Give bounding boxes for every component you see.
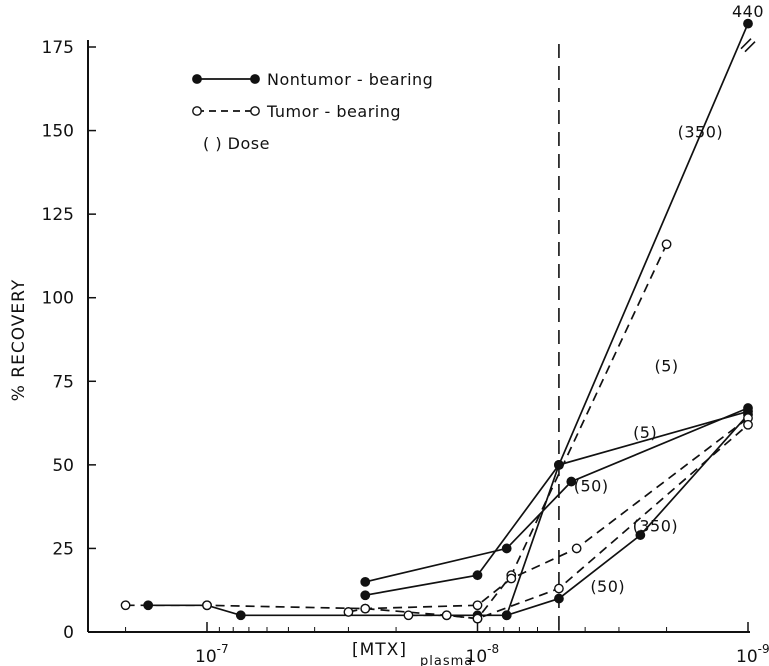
data-point — [661, 239, 672, 250]
legend-marker — [192, 74, 202, 84]
series-line-tumor-350 — [408, 424, 749, 620]
data-point — [743, 419, 753, 430]
series-line-tumor-5 — [125, 243, 668, 620]
legend-label: ( ) Dose — [203, 134, 270, 153]
data-point — [343, 607, 354, 617]
data-point — [554, 583, 564, 594]
data-point — [472, 570, 483, 581]
data-point — [501, 543, 512, 554]
series-line-tumor-50 — [348, 417, 749, 613]
annotations: 440 (350) (5) (5) (50) (350) (50) — [574, 2, 764, 596]
series-line-nontumor-50 — [506, 414, 749, 617]
data-point — [566, 476, 577, 487]
data-point — [554, 593, 564, 604]
x-tick-label: 10-7 — [195, 642, 229, 666]
y-tick-label: 75 — [52, 372, 74, 392]
y-axis-title: % RECOVERY — [9, 279, 29, 402]
data-point — [472, 613, 483, 624]
y-tick-label: 100 — [42, 289, 74, 309]
series-line-nontumor-50 — [365, 410, 749, 597]
legend-marker — [250, 74, 260, 84]
axis-break-mark — [744, 41, 756, 53]
dose-annotation: (50) — [590, 577, 625, 596]
legend-label: Nontumor - bearing — [267, 70, 433, 89]
series-group — [120, 18, 756, 624]
y-tick-label: 175 — [42, 38, 74, 58]
axes: 0 25 50 75 100 125 150 175 10-7 10-8 10-9 — [42, 38, 769, 666]
y-tick-label: 0 — [63, 623, 74, 643]
dose-annotation: 440 — [732, 2, 764, 21]
data-point — [441, 610, 452, 621]
x-tick-label: 10-8 — [466, 642, 500, 666]
data-point — [506, 573, 517, 584]
dose-annotation: (5) — [654, 356, 678, 375]
y-tick-label: 25 — [52, 539, 74, 559]
x-axis-title-main: [MTX] — [352, 640, 407, 660]
data-point — [360, 603, 371, 614]
data-point — [360, 590, 371, 601]
legend: Nontumor - bearing Tumor - bearing ( ) Dos… — [192, 70, 433, 153]
y-tick-label: 50 — [52, 456, 74, 476]
x-axis-title-subscript: plasma — [420, 654, 473, 666]
dose-annotation: (350) — [678, 122, 724, 141]
data-point — [501, 610, 512, 621]
data-point — [360, 576, 371, 587]
data-point — [120, 600, 131, 611]
data-point — [403, 610, 414, 621]
data-point — [635, 530, 646, 540]
y-tick-label: 125 — [42, 205, 74, 225]
data-point — [235, 610, 246, 621]
x-tick-label: 10-9 — [736, 642, 769, 666]
data-point — [472, 600, 483, 611]
legend-marker — [192, 106, 202, 116]
dose-annotation: (350) — [633, 517, 679, 536]
series-line-nontumor-5 — [365, 407, 749, 583]
data-point — [743, 18, 753, 29]
dose-annotation: (5) — [633, 423, 657, 442]
x-axis-title: [MTX] plasma — [352, 640, 473, 666]
axis-break-mark — [740, 38, 752, 50]
data-point — [202, 600, 212, 611]
dose-annotation: (50) — [574, 477, 609, 496]
y-tick-label: 150 — [42, 122, 74, 142]
data-point — [571, 543, 582, 554]
legend-label: Tumor - bearing — [266, 102, 401, 121]
legend-marker — [250, 106, 260, 116]
